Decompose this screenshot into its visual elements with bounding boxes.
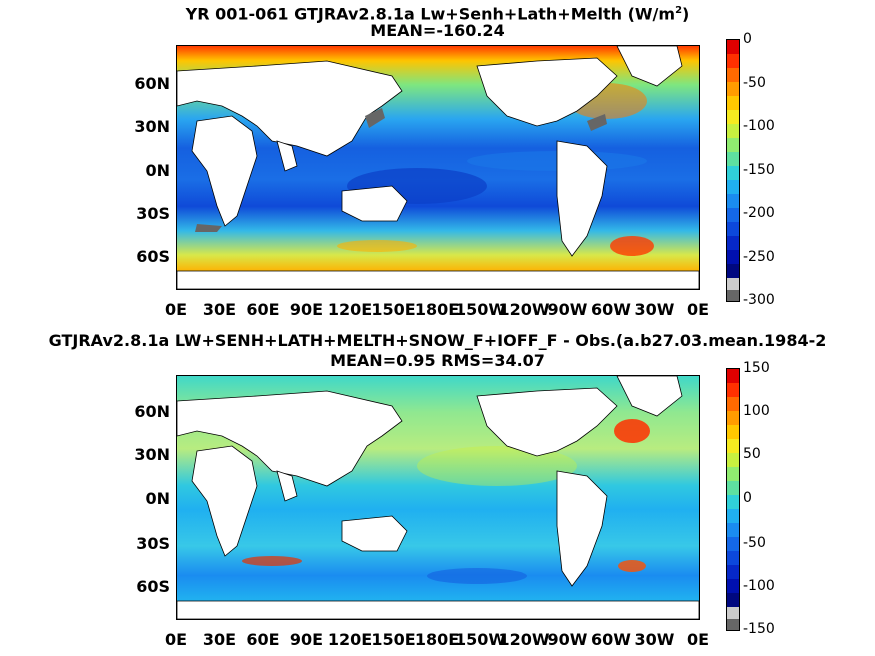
gulfstream-anomaly (614, 419, 650, 443)
panel1-lat-label: 60S (136, 247, 170, 266)
panel1-colorbar-label: -250 (743, 249, 775, 265)
panel2-lon-label: 180E (414, 630, 460, 649)
panel1-lon-label: 60W (591, 300, 631, 319)
panel1-colorbar (726, 39, 740, 302)
panel2-lon-label: 90W (547, 630, 588, 649)
panel1-map-field (177, 46, 699, 289)
so-negative (427, 568, 527, 584)
panel2-lat-label: 0N (145, 489, 170, 508)
panel1-colorbar-label: -100 (743, 118, 775, 134)
panel2-lon-label: 90E (289, 630, 324, 649)
panel1-lon-label: 120E (327, 300, 373, 319)
panel1-lon-label: 60E (246, 300, 280, 319)
panel2-title-line2: MEAN=0.95 RMS=34.07 (330, 351, 545, 370)
panel2-colorbar-label: -150 (743, 621, 775, 637)
panel2-lon-label: 0E (164, 630, 188, 649)
panel1-map (176, 45, 700, 290)
panel1-lon-label: 150W (454, 300, 507, 319)
panel2-lat-label: 30S (136, 534, 170, 553)
panel1-lat-label: 0N (145, 161, 170, 180)
panel2-lon-label: 150E (371, 630, 416, 649)
panel2-lat-label: 60S (136, 577, 170, 596)
panel1-lon-label: 30E (202, 300, 237, 319)
panel2-lon-label: 150W (454, 630, 507, 649)
panel1-title-line2: MEAN=-160.24 (370, 21, 505, 40)
malvinas-patch (610, 236, 654, 256)
panel2-lon-label: 30E (202, 630, 237, 649)
panel2-map-field (177, 376, 699, 619)
panel2-colorbar (726, 368, 740, 631)
panel2-lat-label: 60N (134, 402, 170, 421)
panel2-lon-label: 0E (686, 630, 710, 649)
panel2-lon-label: 120E (327, 630, 373, 649)
panel2-title-line1: GTJRAv2.8.1a LW+SENH+LATH+MELTH+SNOW_F+I… (48, 331, 827, 350)
panel1-lon-label: 90E (289, 300, 324, 319)
panel2-lon-label: 120W (498, 630, 550, 649)
panel1-lon-label: 30W (634, 300, 675, 319)
panel2-lon-label: 60E (246, 630, 280, 649)
panel2-map (176, 375, 700, 620)
panel1-lon-label: 180E (414, 300, 460, 319)
panel1-colorbar-label: 0 (743, 31, 752, 47)
panel1-colorbar-label: -50 (743, 75, 766, 91)
agulhas-anomaly (242, 556, 302, 566)
panel1-title-line1: YR 001-061 GTJRAv2.8.1a Lw+Senh+Lath+Mel… (185, 4, 690, 24)
panel1-colorbar-label: -200 (743, 205, 775, 221)
land-masses (177, 376, 699, 619)
panel1-lon-label: 120W (498, 300, 550, 319)
panel2-colorbar-label: 150 (743, 360, 770, 376)
panel1-lon-label: 150E (371, 300, 416, 319)
panel1-colorbar-label: -150 (743, 162, 775, 178)
panel1-colorbar-label: -300 (743, 292, 775, 308)
land-masses (177, 46, 699, 289)
panel1-lon-label: 0E (164, 300, 188, 319)
panel2-lon-label: 30W (634, 630, 675, 649)
panel2-lon-label: 60W (591, 630, 631, 649)
panel2-colorbar-label: -50 (743, 535, 766, 551)
panel1-lat-label: 60N (134, 74, 170, 93)
panel2-colorbar-label: 100 (743, 403, 770, 419)
panel1-lon-label: 90W (547, 300, 588, 319)
malvinas-anomaly (618, 560, 646, 572)
panel2-colorbar-label: -100 (743, 578, 775, 594)
panel1-lat-label: 30N (134, 117, 170, 136)
panel2-colorbar-label: 50 (743, 446, 761, 462)
panel1-lat-label: 30S (136, 204, 170, 223)
panel1-colorbar-swatches (727, 40, 739, 301)
panel2-lat-label: 30N (134, 445, 170, 464)
panel2-colorbar-label: 0 (743, 490, 752, 506)
panel2-colorbar-swatches (727, 369, 739, 630)
ice-shelves (195, 108, 607, 232)
panel1-lon-label: 0E (686, 300, 710, 319)
so-patch (337, 240, 417, 252)
